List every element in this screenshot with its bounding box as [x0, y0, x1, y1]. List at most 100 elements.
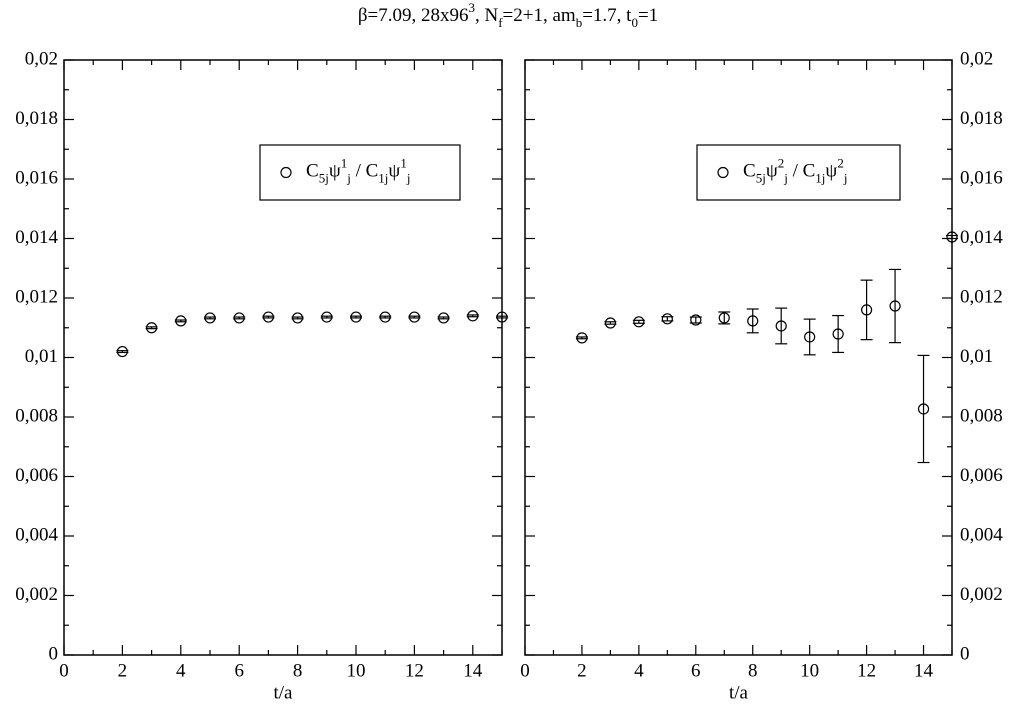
x-tick-label: 6 — [691, 660, 701, 681]
x-tick-label: 2 — [118, 660, 128, 681]
text-part: C — [306, 161, 319, 182]
y-tick-label: 0,01 — [25, 346, 58, 367]
x-tick-label: 0 — [59, 660, 69, 681]
x-axis-label: t/a — [274, 682, 294, 703]
text-part: ψ — [766, 161, 778, 182]
legend-box — [259, 144, 461, 201]
data-point — [860, 304, 873, 316]
text-part: ψ — [329, 161, 341, 182]
text-part: / C — [351, 161, 378, 182]
y-tick-label: 0 — [49, 643, 59, 664]
text-part: ψ — [825, 161, 837, 182]
text-part: 1 — [400, 156, 407, 171]
x-axis-label: t/a — [729, 682, 749, 703]
x-tick-label: 2 — [577, 660, 587, 681]
text-part: ψ — [388, 161, 400, 182]
text-part: / C — [788, 161, 815, 182]
text-part: 1 — [341, 156, 348, 171]
x-tick-label: 12 — [857, 660, 876, 681]
y-tick-label: 0,008 — [960, 405, 1003, 426]
data-point — [408, 311, 420, 323]
text-part: j — [843, 171, 848, 186]
x-tick-label: 4 — [634, 660, 644, 681]
data-point — [350, 311, 362, 323]
text-part: 1j — [378, 171, 388, 186]
data-point — [321, 311, 333, 323]
x-tick-label: 0 — [520, 660, 530, 681]
x-tick-label: 10 — [800, 660, 819, 681]
text-part: 2 — [778, 156, 785, 171]
y-tick-label: 0,018 — [960, 108, 1003, 129]
x-tick-label: 14 — [463, 660, 483, 681]
text-part: , N — [475, 5, 499, 26]
x-tick-label: 14 — [914, 660, 934, 681]
x-tick-label: 8 — [293, 660, 303, 681]
data-point — [832, 328, 844, 340]
x-tick-label: 4 — [176, 660, 186, 681]
text-part: C — [743, 161, 756, 182]
data-point — [604, 317, 617, 329]
data-point — [633, 316, 645, 328]
text-part: 2 — [837, 156, 844, 171]
data-point — [438, 312, 450, 324]
text-part: 5j — [756, 171, 766, 186]
legend-label: C5jψ2j / C1jψ2j — [743, 156, 847, 186]
y-tick-label: 0 — [960, 643, 970, 664]
text-part: =2+1, am — [503, 5, 576, 26]
y-tick-label: 0,012 — [15, 286, 58, 307]
text-part: j — [783, 171, 788, 186]
data-point — [661, 313, 673, 325]
data-point — [262, 311, 274, 323]
text-part: b — [576, 15, 583, 30]
y-tick-label: 0,004 — [960, 524, 1003, 545]
y-tick-label: 0,01 — [960, 346, 993, 367]
data-point — [379, 311, 391, 323]
y-tick-label: 0,018 — [15, 108, 58, 129]
data-point — [718, 312, 730, 324]
text-part: 0 — [631, 15, 638, 30]
data-point — [889, 300, 901, 312]
y-tick-label: 0,014 — [960, 227, 1003, 248]
text-part: 3 — [468, 0, 475, 15]
legend-marker — [280, 166, 292, 179]
y-tick-label: 0,016 — [15, 167, 58, 188]
y-tick-label: 0,006 — [960, 465, 1003, 486]
y-tick-label: 0,016 — [960, 167, 1003, 188]
y-tick-label: 0,002 — [960, 584, 1003, 605]
x-tick-label: 12 — [405, 660, 424, 681]
y-tick-label: 0,02 — [25, 48, 58, 69]
y-tick-label: 0,006 — [15, 465, 58, 486]
data-point — [917, 403, 930, 415]
text-part: =1.7, t — [582, 5, 632, 26]
text-part: 5j — [319, 171, 329, 186]
data-point — [467, 310, 479, 322]
text-part: f — [498, 15, 503, 30]
data-point — [747, 315, 759, 327]
data-point — [804, 331, 816, 343]
text-part: β=7.09, 28x96 — [358, 5, 469, 26]
data-point — [576, 332, 588, 344]
x-tick-label: 10 — [347, 660, 366, 681]
y-tick-label: 0,004 — [15, 524, 58, 545]
y-tick-label: 0,002 — [15, 584, 58, 605]
data-point — [204, 312, 216, 324]
x-tick-label: 6 — [234, 660, 244, 681]
y-tick-label: 0,014 — [15, 227, 58, 248]
data-point — [690, 314, 702, 326]
data-point — [946, 231, 958, 243]
text-part: 1j — [815, 171, 825, 186]
data-point — [146, 322, 158, 334]
y-tick-label: 0,012 — [960, 286, 1003, 307]
data-point — [116, 345, 129, 358]
data-point — [496, 311, 508, 323]
text-part: j — [346, 171, 351, 186]
data-point — [775, 320, 787, 332]
legend-marker — [717, 166, 729, 179]
data-point — [292, 312, 304, 324]
data-point — [175, 315, 187, 327]
y-tick-label: 0,008 — [15, 405, 58, 426]
chart-title: β=7.09, 28x963, Nf=2+1, amb=1.7, t0=1 — [358, 0, 658, 30]
text-part: =1 — [638, 5, 658, 26]
legend-label: C5jψ1j / C1jψ1j — [306, 156, 410, 186]
